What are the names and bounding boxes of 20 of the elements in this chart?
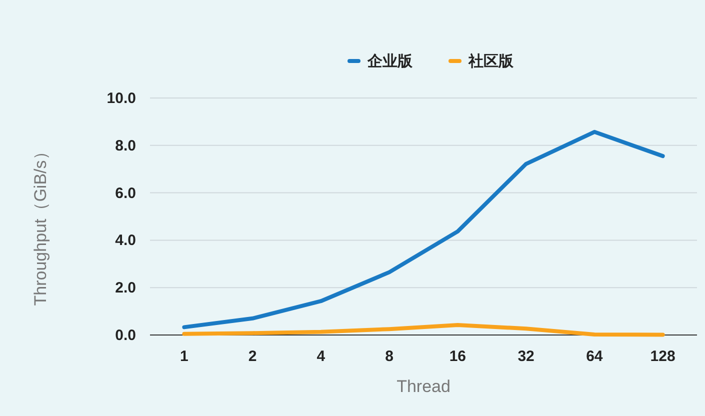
- x-tick-label: 4: [316, 348, 326, 365]
- x-tick-label: 128: [650, 348, 676, 365]
- y-axis-title: Throughput（GiB/s）: [31, 143, 50, 306]
- x-tick-label: 32: [518, 348, 534, 365]
- legend-label: 社区版: [468, 53, 514, 70]
- line-series: [182, 323, 665, 337]
- x-tick-label: 8: [385, 348, 394, 365]
- x-tick-label: 64: [586, 348, 604, 365]
- x-tick-label: 2: [248, 348, 257, 365]
- y-tick-label: 6.0: [115, 184, 136, 202]
- legend-label: 企业版: [366, 53, 414, 70]
- y-tick-label: 8.0: [115, 137, 136, 154]
- y-tick-label: 0.0: [115, 327, 136, 344]
- x-axis-title: Thread: [396, 377, 450, 396]
- y-tick-label: 10.0: [106, 90, 136, 107]
- x-tick-label: 16: [449, 348, 466, 365]
- line-series: [182, 130, 665, 330]
- y-tick-label: 4.0: [115, 232, 136, 250]
- x-tick-label: 1: [180, 348, 188, 365]
- y-tick-label: 2.0: [115, 280, 136, 297]
